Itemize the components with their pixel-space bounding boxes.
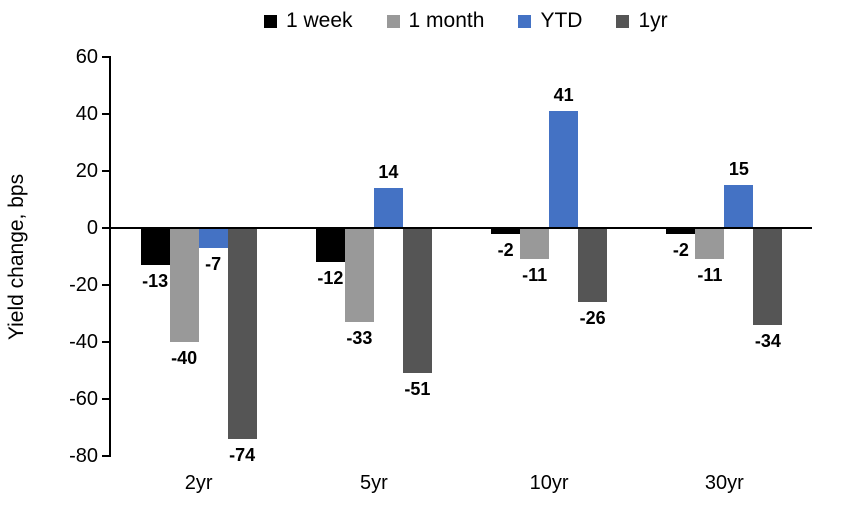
y-tick-20 bbox=[102, 170, 110, 172]
bar-label-1yr-2yr: -74 bbox=[229, 444, 256, 465]
y-tick--60 bbox=[102, 398, 110, 400]
bar-1-week-5yr bbox=[315, 228, 345, 263]
bar-ytd-30yr bbox=[724, 185, 754, 228]
bar-label-1-month-10yr: -11 bbox=[522, 265, 548, 286]
bar-label-1-month-2yr: -40 bbox=[171, 348, 198, 368]
bar-label-1yr-5yr: -51 bbox=[404, 379, 431, 400]
y-tick--20 bbox=[102, 284, 110, 286]
legend-item-ytd: YTD bbox=[518, 10, 582, 32]
legend-item-1-week: 1 week bbox=[264, 10, 353, 32]
y-tick-label--60: -60 bbox=[69, 388, 98, 410]
bar-label-ytd-2yr: -7 bbox=[205, 253, 222, 274]
bar-label-1-month-5yr: -33 bbox=[346, 328, 373, 349]
bar-label-1yr-30yr: -34 bbox=[754, 330, 781, 351]
bar-1-month-5yr bbox=[344, 228, 374, 323]
bar-label-1-week-2yr: -13 bbox=[142, 271, 169, 292]
legend-label-1yr: 1yr bbox=[638, 9, 668, 32]
y-tick--40 bbox=[102, 341, 110, 343]
y-tick--80 bbox=[102, 455, 110, 457]
bar-1yr-5yr bbox=[402, 228, 432, 374]
y-tick-label-40: 40 bbox=[75, 103, 98, 125]
x-category-label-30yr: 30yr bbox=[704, 472, 744, 494]
y-tick-label--40: -40 bbox=[69, 331, 98, 353]
bar-ytd-5yr bbox=[373, 188, 403, 228]
y-tick-label-60: 60 bbox=[75, 46, 98, 68]
bar-ytd-10yr bbox=[549, 111, 579, 228]
y-axis-title: Yield change, bps bbox=[5, 173, 28, 341]
bar-label-1-week-5yr: -12 bbox=[317, 268, 344, 289]
y-tick-label--20: -20 bbox=[69, 274, 98, 296]
x-category-label-10yr: 10yr bbox=[529, 472, 569, 494]
legend-swatch-1yr-icon bbox=[616, 14, 630, 28]
y-tick-label-0: 0 bbox=[86, 217, 98, 239]
legend-item-1yr: 1yr bbox=[616, 9, 668, 32]
zero-axis-line bbox=[109, 227, 812, 229]
bar-1-week-10yr bbox=[491, 228, 521, 234]
x-category-label-5yr: 5yr bbox=[359, 472, 388, 494]
legend-item-1-month: 1 month bbox=[386, 9, 485, 32]
bar-label-1-week-30yr: -2 bbox=[672, 239, 689, 260]
bar-label-ytd-5yr: 14 bbox=[378, 162, 399, 183]
bar-label-1yr-10yr: -26 bbox=[579, 308, 606, 329]
bar-label-1-month-30yr: -11 bbox=[697, 265, 723, 286]
legend-swatch-1-week-icon bbox=[264, 14, 277, 28]
y-tick-label-20: 20 bbox=[75, 160, 98, 182]
bar-1yr-30yr bbox=[753, 228, 783, 325]
bar-1-week-2yr bbox=[140, 228, 170, 266]
bar-1-month-10yr bbox=[520, 228, 550, 260]
y-tick-label--80: -80 bbox=[69, 445, 98, 467]
bar-label-ytd-30yr: 15 bbox=[728, 159, 749, 180]
legend-swatch-ytd-icon bbox=[518, 14, 532, 28]
legend-swatch-1-month-icon bbox=[386, 14, 400, 28]
chart-legend: 1 week 1 month YTD 1yr bbox=[264, 10, 668, 32]
bar-label-ytd-10yr: 41 bbox=[553, 85, 574, 106]
legend-label-1-week: 1 week bbox=[286, 9, 353, 32]
bar-ytd-2yr bbox=[198, 228, 228, 248]
legend-label-1-month: 1 month bbox=[408, 9, 485, 32]
bar-1-month-30yr bbox=[695, 228, 725, 260]
bar-1-month-2yr bbox=[169, 228, 199, 342]
bar-label-1-week-10yr: -2 bbox=[497, 239, 514, 260]
y-tick-40 bbox=[102, 113, 110, 115]
y-axis-line bbox=[109, 56, 111, 457]
legend-label-ytd: YTD bbox=[540, 9, 583, 32]
bar-1yr-2yr bbox=[227, 228, 257, 439]
bar-1yr-10yr bbox=[578, 228, 608, 303]
x-category-label-2yr: 2yr bbox=[184, 472, 213, 494]
y-tick-0 bbox=[102, 227, 110, 229]
bar-1-week-30yr bbox=[666, 228, 696, 234]
y-tick-60 bbox=[102, 56, 110, 58]
